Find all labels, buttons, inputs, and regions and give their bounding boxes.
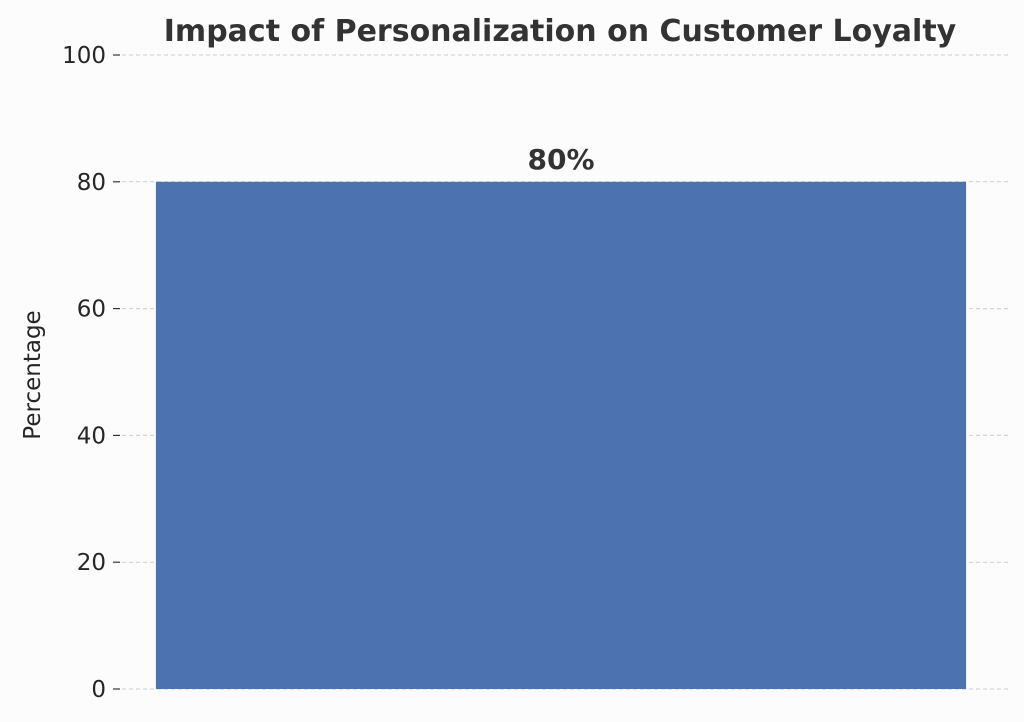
y-tick-label: 20: [77, 550, 106, 576]
bar: [155, 181, 967, 690]
bar-value-label: 80%: [527, 143, 594, 176]
y-axis-label: Percentage: [20, 310, 46, 439]
y-tick-label: 60: [77, 297, 106, 323]
chart-title: Impact of Personalization on Customer Lo…: [164, 14, 957, 49]
y-tick-label: 0: [91, 677, 106, 703]
y-tick-label: 40: [77, 423, 106, 449]
data-labels: 80%: [527, 143, 594, 176]
y-tick-label: 100: [62, 43, 106, 69]
y-tick-label: 80: [77, 170, 106, 196]
y-axis-ticks: 0 20 40 60 80 100: [62, 43, 120, 703]
bars: [155, 181, 967, 690]
